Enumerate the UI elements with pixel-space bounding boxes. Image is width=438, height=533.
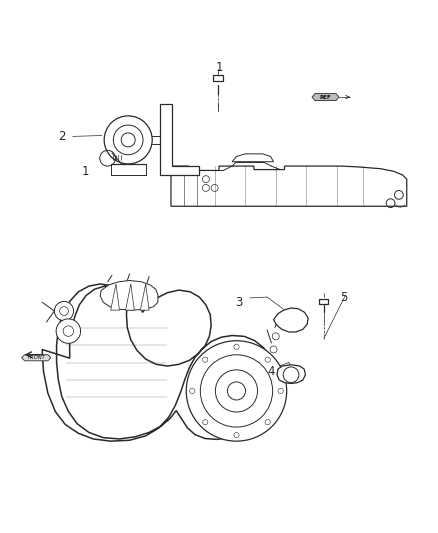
Polygon shape	[171, 166, 407, 206]
Text: 1: 1	[81, 165, 89, 178]
Circle shape	[234, 432, 239, 438]
Circle shape	[56, 319, 81, 343]
Text: 5: 5	[340, 292, 347, 304]
Circle shape	[272, 333, 279, 340]
Circle shape	[186, 341, 287, 441]
Polygon shape	[100, 280, 158, 310]
Circle shape	[54, 302, 74, 321]
Text: REF: REF	[320, 94, 332, 100]
Polygon shape	[274, 308, 308, 332]
Polygon shape	[277, 365, 305, 384]
Polygon shape	[141, 284, 149, 310]
Polygon shape	[126, 284, 134, 310]
Polygon shape	[111, 284, 120, 310]
Polygon shape	[319, 299, 328, 304]
Circle shape	[265, 357, 270, 362]
Circle shape	[234, 344, 239, 349]
Circle shape	[270, 346, 277, 353]
Polygon shape	[160, 104, 199, 175]
Text: 1: 1	[215, 61, 223, 74]
Text: 2: 2	[58, 130, 66, 143]
Circle shape	[278, 389, 283, 393]
Circle shape	[203, 357, 208, 362]
Polygon shape	[42, 284, 277, 441]
Text: 3: 3	[235, 296, 242, 309]
Polygon shape	[232, 154, 274, 161]
Circle shape	[190, 389, 195, 393]
Circle shape	[203, 419, 208, 425]
Circle shape	[265, 419, 270, 425]
Text: 4: 4	[268, 365, 275, 378]
Polygon shape	[21, 354, 51, 361]
Polygon shape	[312, 94, 339, 101]
Text: FRONT: FRONT	[28, 356, 46, 360]
Polygon shape	[213, 75, 223, 80]
